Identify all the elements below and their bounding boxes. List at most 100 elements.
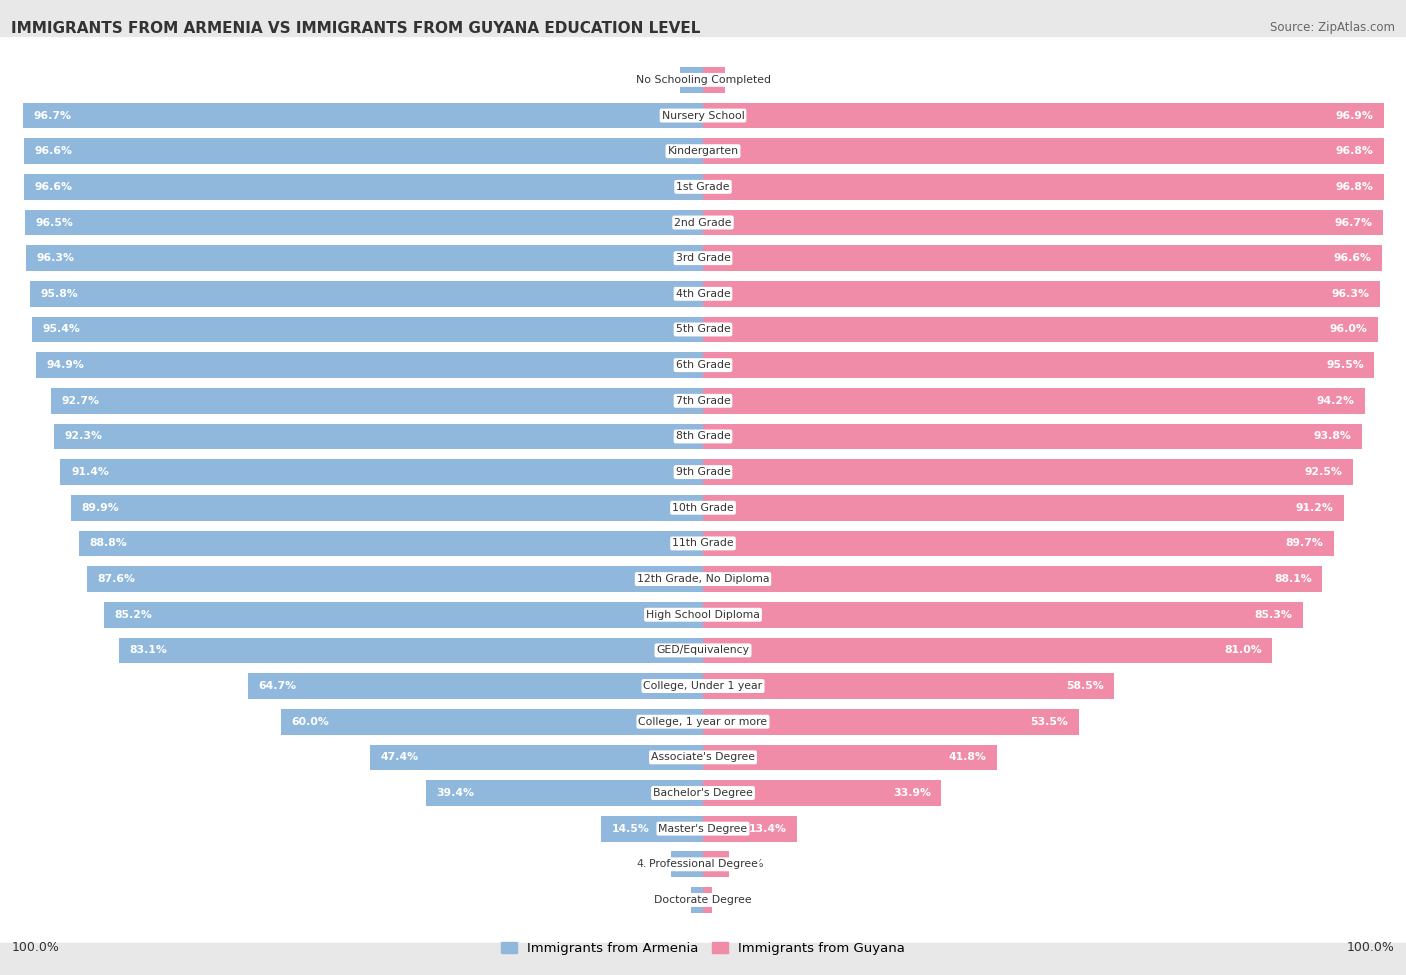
Bar bbox=[703, 102, 1385, 129]
Text: 96.3%: 96.3% bbox=[37, 254, 75, 263]
Bar bbox=[703, 602, 1303, 628]
Bar bbox=[692, 887, 703, 913]
Text: 41.8%: 41.8% bbox=[949, 753, 987, 762]
Text: 96.7%: 96.7% bbox=[34, 110, 72, 121]
Bar bbox=[703, 281, 1381, 307]
FancyBboxPatch shape bbox=[0, 750, 1406, 836]
FancyBboxPatch shape bbox=[0, 822, 1406, 907]
Text: 92.3%: 92.3% bbox=[65, 432, 103, 442]
Text: Nursery School: Nursery School bbox=[662, 110, 744, 121]
Bar bbox=[25, 246, 703, 271]
Text: 33.9%: 33.9% bbox=[893, 788, 931, 798]
Text: 3.3%: 3.3% bbox=[645, 75, 672, 85]
Text: 91.4%: 91.4% bbox=[70, 467, 108, 477]
Text: 58.5%: 58.5% bbox=[1066, 682, 1104, 691]
FancyBboxPatch shape bbox=[0, 465, 1406, 551]
Text: 83.1%: 83.1% bbox=[129, 645, 167, 655]
Bar bbox=[70, 495, 703, 521]
Text: College, Under 1 year: College, Under 1 year bbox=[644, 682, 762, 691]
Text: 95.8%: 95.8% bbox=[41, 289, 77, 298]
Bar bbox=[281, 709, 703, 734]
Text: 96.3%: 96.3% bbox=[1331, 289, 1369, 298]
FancyBboxPatch shape bbox=[0, 287, 1406, 372]
Bar bbox=[703, 530, 1333, 557]
Text: Doctorate Degree: Doctorate Degree bbox=[654, 895, 752, 905]
Text: 92.7%: 92.7% bbox=[62, 396, 100, 406]
Bar bbox=[672, 851, 703, 878]
Text: 53.5%: 53.5% bbox=[1031, 717, 1069, 726]
Text: 93.8%: 93.8% bbox=[1315, 432, 1353, 442]
Text: 88.1%: 88.1% bbox=[1274, 574, 1312, 584]
FancyBboxPatch shape bbox=[0, 679, 1406, 764]
FancyBboxPatch shape bbox=[0, 429, 1406, 515]
FancyBboxPatch shape bbox=[0, 394, 1406, 480]
Text: 94.9%: 94.9% bbox=[46, 360, 84, 370]
Text: 14.5%: 14.5% bbox=[612, 824, 650, 834]
Text: 7th Grade: 7th Grade bbox=[676, 396, 730, 406]
Bar bbox=[703, 210, 1384, 235]
Text: Bachelor's Degree: Bachelor's Degree bbox=[652, 788, 754, 798]
Text: GED/Equivalency: GED/Equivalency bbox=[657, 645, 749, 655]
Bar bbox=[120, 638, 703, 663]
Bar bbox=[703, 423, 1362, 449]
Bar bbox=[32, 317, 703, 342]
Bar bbox=[426, 780, 703, 806]
Bar bbox=[247, 673, 703, 699]
Text: Professional Degree: Professional Degree bbox=[648, 859, 758, 870]
Text: 64.7%: 64.7% bbox=[259, 682, 297, 691]
Text: 92.5%: 92.5% bbox=[1305, 467, 1343, 477]
Bar bbox=[703, 780, 942, 806]
Text: 1.3%: 1.3% bbox=[720, 895, 747, 905]
Text: 96.8%: 96.8% bbox=[1336, 146, 1372, 156]
FancyBboxPatch shape bbox=[0, 857, 1406, 943]
FancyBboxPatch shape bbox=[0, 644, 1406, 729]
FancyBboxPatch shape bbox=[0, 786, 1406, 872]
Bar bbox=[53, 423, 703, 449]
Bar bbox=[60, 459, 703, 485]
Text: 3.1%: 3.1% bbox=[731, 75, 759, 85]
Text: 2nd Grade: 2nd Grade bbox=[675, 217, 731, 227]
Bar bbox=[703, 174, 1384, 200]
Text: 81.0%: 81.0% bbox=[1225, 645, 1263, 655]
Text: 5th Grade: 5th Grade bbox=[676, 325, 730, 334]
Bar bbox=[703, 638, 1272, 663]
Text: 4th Grade: 4th Grade bbox=[676, 289, 730, 298]
Text: 10th Grade: 10th Grade bbox=[672, 503, 734, 513]
Text: 3rd Grade: 3rd Grade bbox=[675, 254, 731, 263]
Text: 3.7%: 3.7% bbox=[737, 859, 763, 870]
Text: 11th Grade: 11th Grade bbox=[672, 538, 734, 548]
Text: 100.0%: 100.0% bbox=[1347, 941, 1395, 955]
Bar bbox=[24, 138, 703, 164]
Bar bbox=[35, 352, 703, 378]
Text: 96.7%: 96.7% bbox=[1334, 217, 1372, 227]
Text: 6th Grade: 6th Grade bbox=[676, 360, 730, 370]
Bar bbox=[703, 459, 1354, 485]
Text: 96.6%: 96.6% bbox=[35, 146, 73, 156]
Text: 96.6%: 96.6% bbox=[35, 182, 73, 192]
FancyBboxPatch shape bbox=[0, 323, 1406, 408]
Bar bbox=[703, 745, 997, 770]
Bar bbox=[25, 210, 703, 235]
Text: 96.9%: 96.9% bbox=[1336, 110, 1374, 121]
Bar bbox=[51, 388, 703, 413]
Bar bbox=[703, 851, 728, 878]
FancyBboxPatch shape bbox=[0, 251, 1406, 336]
Text: 89.7%: 89.7% bbox=[1285, 538, 1323, 548]
FancyBboxPatch shape bbox=[0, 358, 1406, 444]
Text: No Schooling Completed: No Schooling Completed bbox=[636, 75, 770, 85]
Bar bbox=[681, 67, 703, 93]
Text: 91.2%: 91.2% bbox=[1296, 503, 1333, 513]
Bar bbox=[703, 352, 1375, 378]
Text: 12th Grade, No Diploma: 12th Grade, No Diploma bbox=[637, 574, 769, 584]
Text: Associate's Degree: Associate's Degree bbox=[651, 753, 755, 762]
Bar bbox=[104, 602, 703, 628]
Legend: Immigrants from Armenia, Immigrants from Guyana: Immigrants from Armenia, Immigrants from… bbox=[495, 937, 911, 960]
Bar bbox=[703, 246, 1382, 271]
Text: Master's Degree: Master's Degree bbox=[658, 824, 748, 834]
Text: 95.5%: 95.5% bbox=[1326, 360, 1364, 370]
Bar bbox=[703, 67, 725, 93]
Text: 4.5%: 4.5% bbox=[637, 859, 665, 870]
Text: 96.8%: 96.8% bbox=[1336, 182, 1372, 192]
Text: High School Diploma: High School Diploma bbox=[647, 609, 759, 620]
Text: 13.4%: 13.4% bbox=[748, 824, 787, 834]
